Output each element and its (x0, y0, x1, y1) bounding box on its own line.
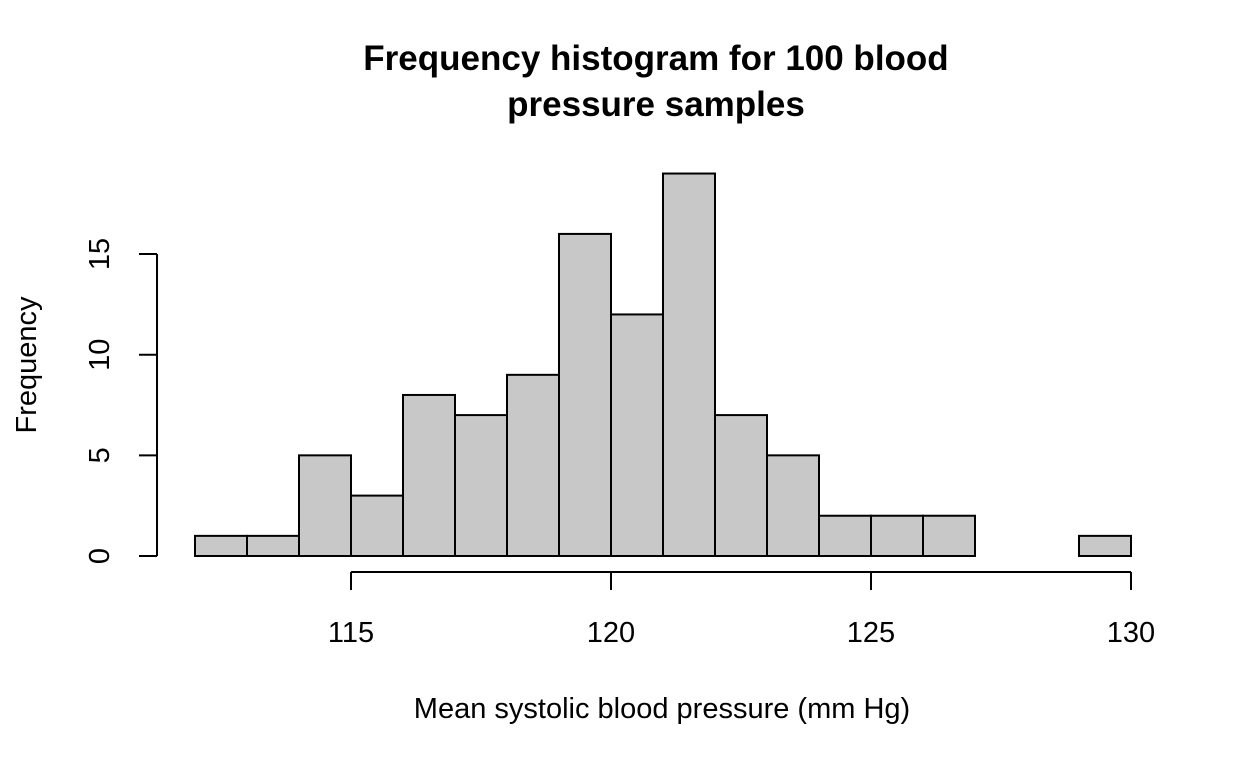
y-axis-label: Frequency (11, 296, 43, 434)
histogram-bar (350, 494, 404, 557)
histogram-bar (1078, 534, 1132, 557)
x-axis: 115 120 125 130 (328, 571, 1155, 649)
histogram-bar (298, 454, 352, 558)
bars-group (194, 172, 1132, 558)
chart-title-line-2: pressure samples (507, 85, 805, 124)
y-tick-label: 15 (84, 238, 116, 270)
histogram-bar (454, 414, 508, 557)
histogram-bar (246, 534, 300, 557)
x-axis-label: Mean systolic blood pressure (mm Hg) (414, 693, 910, 725)
y-axis: 0 5 10 15 (84, 238, 158, 564)
histogram-bar (922, 514, 976, 557)
y-tick-label: 10 (84, 339, 116, 371)
y-tick-label: 5 (84, 447, 116, 463)
x-tick-label: 120 (587, 617, 635, 649)
histogram-bar (506, 373, 560, 557)
histogram-bar (818, 514, 872, 557)
histogram-bar (558, 232, 612, 557)
y-tick-label: 0 (84, 548, 116, 564)
x-tick-label: 125 (847, 617, 895, 649)
histogram-bar (194, 534, 248, 557)
histogram-bar (714, 414, 768, 557)
histogram-bar (610, 313, 664, 557)
histogram-bar (766, 454, 820, 558)
histogram-bar (662, 172, 716, 557)
x-tick-label: 130 (1107, 617, 1155, 649)
chart-title-line-1: Frequency histogram for 100 blood (363, 39, 949, 78)
x-tick-label: 115 (328, 617, 374, 649)
histogram-bar (402, 393, 456, 557)
chart-title: Frequency histogram for 100 blood pressu… (0, 36, 1248, 128)
histogram-bar (870, 514, 924, 557)
